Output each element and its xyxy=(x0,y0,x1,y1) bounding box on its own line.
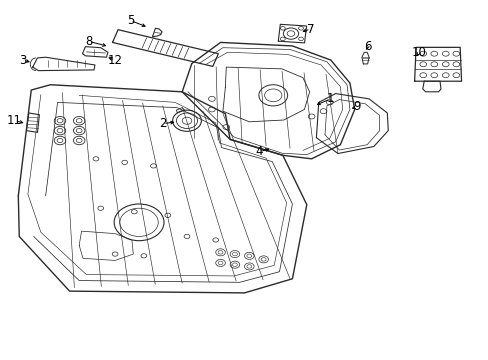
Text: 11: 11 xyxy=(7,114,22,127)
Text: 12: 12 xyxy=(107,54,122,67)
Text: 6: 6 xyxy=(363,40,371,53)
Text: 3: 3 xyxy=(20,54,27,67)
Text: 8: 8 xyxy=(85,35,92,48)
Text: 10: 10 xyxy=(411,46,426,59)
Text: 9: 9 xyxy=(353,100,360,113)
Text: 4: 4 xyxy=(255,145,262,158)
Text: 5: 5 xyxy=(126,14,134,27)
Text: 1: 1 xyxy=(326,93,334,105)
Text: 7: 7 xyxy=(306,23,314,36)
Text: 2: 2 xyxy=(159,117,166,130)
